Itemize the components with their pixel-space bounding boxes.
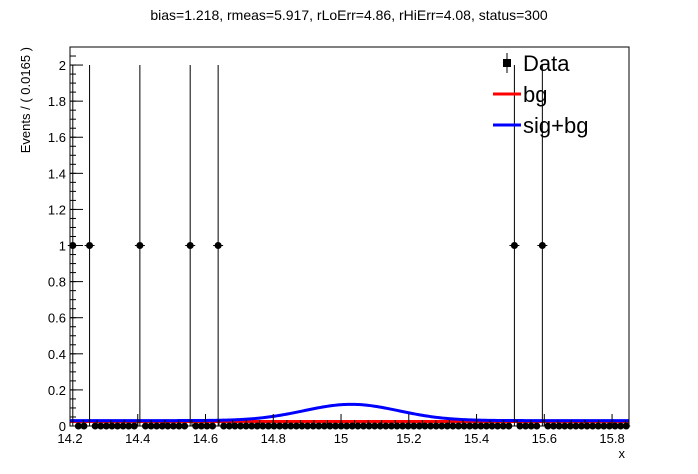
y-axis: 0 0.2 0.4 0.6 0.8 1 1.2 1.4 1.6 1.8 2 (48, 46, 83, 434)
x-axis: 14.2 14.4 14.6 14.8 15 15.2 15.4 15.6 15.8 (57, 414, 627, 446)
y-tick-label: 0.8 (48, 275, 66, 290)
data-point (538, 242, 546, 250)
x-tick-label: 15 (334, 431, 348, 446)
x-tick-label: 15.4 (464, 431, 489, 446)
y-tick-label: 1.6 (48, 130, 66, 145)
y-axis-label: Events / ( 0.0165 ) (18, 47, 33, 153)
y-tick-label: 2 (59, 58, 66, 73)
x-axis-label: x (619, 446, 626, 461)
y-tick-label: 1.2 (48, 202, 66, 217)
x-tick-label: 14.8 (261, 431, 286, 446)
x-tick-label: 15.6 (532, 431, 557, 446)
chart-title: bias=1.218, rmeas=5.917, rLoErr=4.86, rH… (150, 7, 548, 23)
x-tick-label: 15.8 (599, 431, 624, 446)
x-tick-label: 14.2 (57, 431, 82, 446)
data-point (510, 242, 518, 250)
y-tick-label: 0.6 (48, 311, 66, 326)
data-point (136, 242, 144, 250)
legend-label: Data (523, 51, 570, 76)
data-point (186, 242, 194, 250)
legend-label: bg (523, 82, 547, 107)
legend-label: sig+bg (523, 113, 588, 138)
curves (70, 402, 629, 423)
y-tick-label: 1.4 (48, 166, 66, 181)
x-tick-label: 15.2 (396, 431, 421, 446)
data-point (86, 242, 94, 250)
legend: Data bg sig+bg (493, 51, 588, 138)
y-tick-label: 0.2 (48, 383, 66, 398)
legend-marker-data (503, 59, 511, 67)
sig-bg-curve (70, 402, 629, 423)
y-tick-label: 0.4 (48, 347, 66, 362)
x-tick-label: 14.4 (125, 431, 150, 446)
x-tick-label: 14.6 (193, 431, 218, 446)
y-tick-label: 1 (59, 239, 66, 254)
y-tick-label: 0 (59, 419, 66, 434)
data-point (214, 242, 222, 250)
y-tick-label: 1.8 (48, 94, 66, 109)
